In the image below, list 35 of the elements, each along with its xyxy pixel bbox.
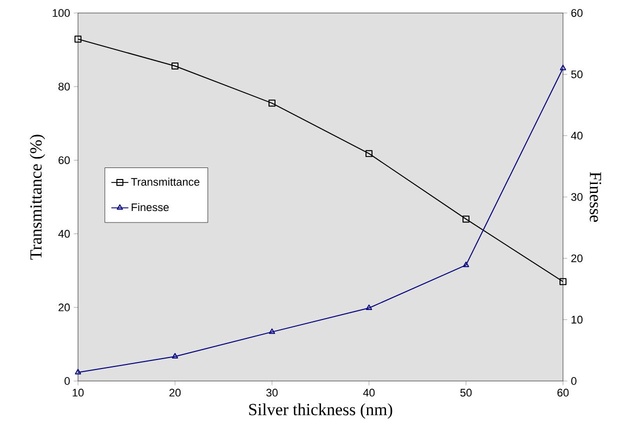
y-tick-label: 60 bbox=[58, 156, 70, 164]
point bbox=[172, 352, 178, 358]
y-tick-label: 20 bbox=[58, 304, 70, 312]
x-tick-label: 10 bbox=[72, 388, 84, 397]
x-tick-label: 60 bbox=[557, 388, 569, 397]
y-tick-label: 0 bbox=[64, 377, 70, 385]
point bbox=[560, 278, 566, 286]
x-tick-label: 30 bbox=[266, 388, 278, 397]
point bbox=[366, 150, 372, 158]
legend-label: Transmittance bbox=[131, 178, 200, 186]
y2-tick-label: 0 bbox=[571, 377, 576, 385]
point bbox=[74, 368, 82, 374]
point bbox=[366, 304, 372, 310]
y2-tick-label: 10 bbox=[572, 316, 583, 324]
y-tick-label: 40 bbox=[58, 230, 70, 238]
legend-label: Finesse bbox=[132, 203, 169, 212]
y-tick-label: 100 bbox=[52, 9, 70, 17]
y-tick-label: 80 bbox=[58, 82, 70, 90]
point bbox=[268, 328, 276, 334]
x-tick-label: 20 bbox=[169, 388, 181, 397]
y2-tick-label: 60 bbox=[571, 9, 583, 17]
point bbox=[462, 216, 470, 223]
point bbox=[462, 262, 470, 268]
y2-tick-label: 20 bbox=[571, 254, 583, 262]
point bbox=[172, 62, 178, 70]
x-tick-label: 40 bbox=[363, 388, 375, 397]
y2-axis-title: Finesse bbox=[590, 172, 602, 222]
y2-tick-label: 50 bbox=[571, 70, 583, 78]
x-tick-label: 50 bbox=[460, 388, 472, 397]
y2-tick-label: 40 bbox=[571, 132, 583, 140]
y2-tick-label: 30 bbox=[571, 193, 583, 201]
x-axis-title: Silver thickness (nm) bbox=[249, 403, 392, 419]
point bbox=[268, 100, 276, 107]
y-axis-title: Transmittance (%) bbox=[30, 134, 46, 260]
point bbox=[74, 36, 82, 43]
